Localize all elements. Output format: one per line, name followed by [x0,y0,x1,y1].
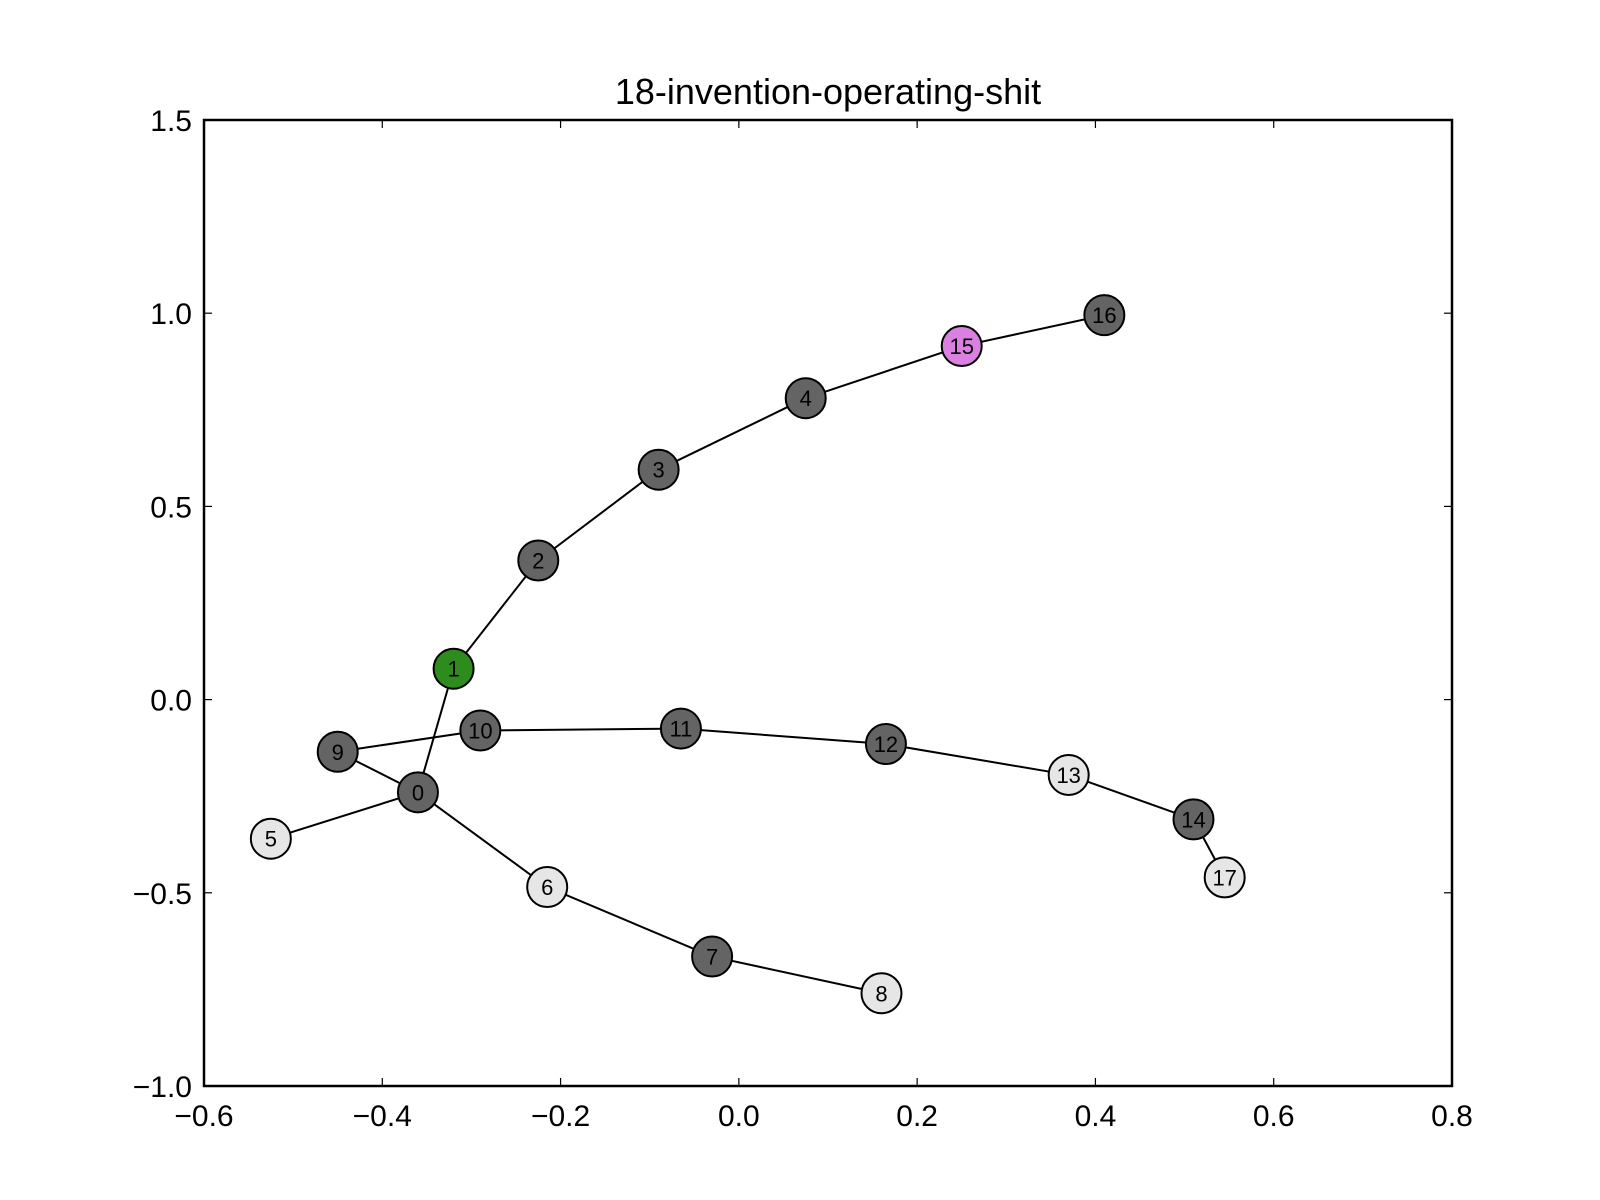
node-label: 7 [706,945,718,970]
graph-edges [270,314,1226,995]
node-marker [432,647,475,690]
y-tick-label: −1.0 [133,1071,192,1104]
edge-12-13 [885,743,1069,776]
node-marker [1047,753,1090,796]
x-tick-label: 0.4 [1075,1100,1117,1133]
node-label: 3 [653,458,665,483]
node-1: 1 [432,647,475,690]
edge-4-15 [805,345,963,400]
node-14: 14 [1172,798,1215,841]
node-marker [459,709,502,752]
node-label: 10 [468,719,492,744]
node-marker [864,723,907,766]
node-5: 5 [249,817,292,860]
node-marker [691,935,734,978]
edge-0-1 [416,668,455,793]
node-11: 11 [659,707,702,750]
edge-11-12 [680,727,887,746]
node-label: 2 [532,548,544,573]
node-marker [659,707,702,750]
node-label: 4 [800,386,812,411]
node-marker [784,377,827,420]
node-17: 17 [1203,856,1246,899]
y-tick-label: 1.0 [150,298,192,331]
node-label: 14 [1181,807,1205,832]
node-label: 5 [265,827,277,852]
node-16: 16 [1083,294,1126,337]
node-label: 11 [669,717,692,742]
edge-0-5 [270,791,419,840]
node-label: 0 [412,780,424,805]
y-tick-label: 0.0 [150,685,192,718]
x-tick-label: 0.8 [1431,1100,1473,1133]
chart-title: 18-invention-operating-shit [615,71,1041,112]
node-label: 8 [875,981,887,1006]
node-marker [940,325,983,368]
node-10: 10 [459,709,502,752]
node-3: 3 [637,448,680,491]
node-0: 0 [396,771,439,814]
node-marker [1203,856,1246,899]
x-tick-label: 0.6 [1253,1100,1295,1133]
node-6: 6 [526,866,569,909]
node-7: 7 [691,935,734,978]
node-12: 12 [864,723,907,766]
node-4: 4 [784,377,827,420]
node-marker [1172,798,1215,841]
node-marker [637,448,680,491]
edge-9-10 [337,729,481,753]
node-13: 13 [1047,753,1090,796]
node-label: 9 [332,740,344,765]
edge-15-16 [961,314,1105,348]
edge-0-6 [417,791,548,888]
x-tick-label: 0.0 [718,1100,760,1133]
node-2: 2 [517,539,560,582]
edge-1-2 [452,559,540,670]
x-tick-label: −0.4 [353,1100,412,1133]
node-label: 16 [1092,303,1116,328]
node-label: 6 [541,875,553,900]
x-tick-label: −0.2 [531,1100,590,1133]
axis-ticks: −0.6 −0.4 −0.2 0.0 0.2 0.4 0.6 0.8 −1.0 −0.5 0.0 0.… [133,105,1473,1133]
y-tick-label: −0.5 [133,878,192,911]
y-tick-label: 1.5 [150,105,192,138]
edge-13-14 [1068,774,1194,821]
node-marker [860,972,903,1015]
plot-area-frame [202,118,1454,1088]
x-tick-label: −0.6 [174,1100,233,1133]
node-label: 15 [949,334,973,359]
edge-7-8 [711,955,882,995]
node-15: 15 [940,325,983,368]
node-marker [249,817,292,860]
edge-3-4 [658,397,807,471]
edge-2-3 [537,468,660,562]
node-8: 8 [860,972,903,1015]
node-9: 9 [316,730,359,773]
node-marker [396,771,439,814]
node-marker [1083,294,1126,337]
node-marker [526,866,569,909]
x-tick-label: 0.2 [896,1100,938,1133]
edge-6-7 [546,886,713,958]
node-label: 12 [874,732,898,757]
node-label: 1 [447,657,459,682]
edge-10-11 [480,727,681,732]
node-label: 17 [1212,865,1236,890]
y-tick-label: 0.5 [150,491,192,524]
node-label: 13 [1056,763,1080,788]
node-marker [316,730,359,773]
node-marker [517,539,560,582]
